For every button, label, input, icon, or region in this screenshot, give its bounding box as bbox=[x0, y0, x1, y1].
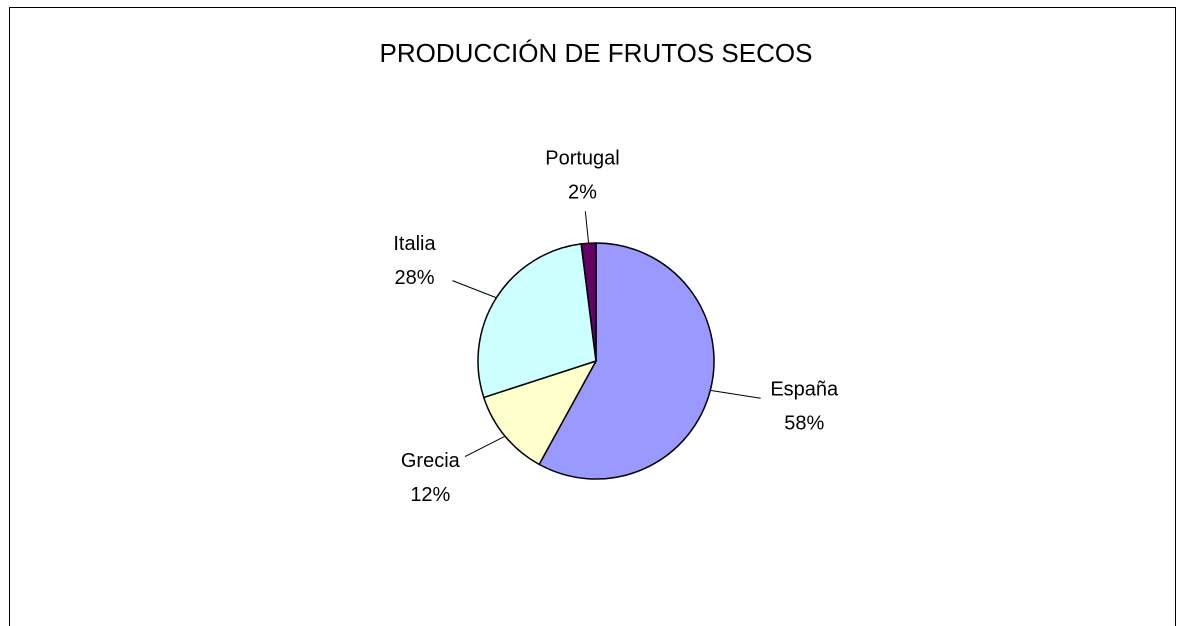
chart-title: PRODUCCIÓN DE FRUTOS SECOS bbox=[380, 38, 813, 68]
slice-label-name: Grecia bbox=[401, 450, 461, 472]
pie-slice bbox=[477, 243, 597, 399]
slice-label-value: 12% bbox=[410, 484, 450, 506]
slice-label-name: Italia bbox=[393, 233, 436, 255]
slice-label-name: Portugal bbox=[545, 148, 620, 170]
slice-label-value: 58% bbox=[784, 412, 824, 434]
leader-line bbox=[464, 435, 506, 458]
chart-frame bbox=[9, 7, 1176, 626]
slice-label-value: 2% bbox=[568, 182, 597, 204]
slice-label-name: España bbox=[770, 378, 839, 400]
slice-label-value: 28% bbox=[394, 267, 434, 289]
leader-line bbox=[452, 280, 497, 299]
leader-line bbox=[584, 211, 590, 244]
leader-line bbox=[710, 389, 761, 399]
